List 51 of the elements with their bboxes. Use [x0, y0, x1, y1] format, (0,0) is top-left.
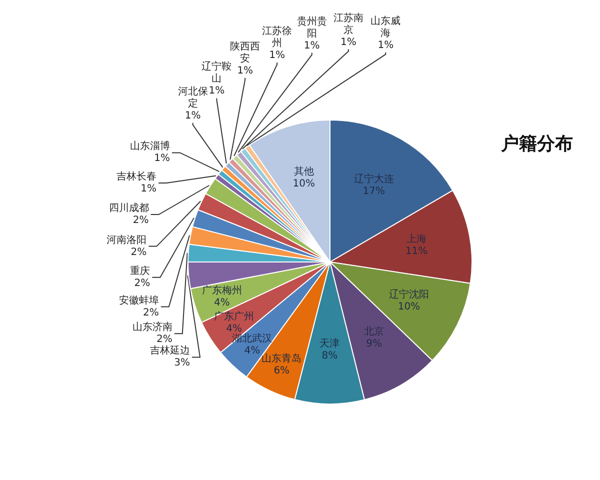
slice-label: 广东广州	[214, 310, 254, 322]
slice-label: 山东青岛	[262, 352, 302, 364]
data-label: 2%	[143, 307, 159, 318]
data-label: 10%	[398, 301, 420, 312]
slice-label: 吉林长春	[116, 170, 157, 182]
slice-label: 湖北武汉	[232, 332, 272, 344]
data-label: 10%	[292, 178, 315, 190]
data-label: 2%	[132, 215, 149, 226]
slice-label: 北京	[364, 326, 384, 338]
slice-label: 河南洛阳	[106, 234, 147, 246]
data-label: 1%	[378, 40, 394, 51]
data-label: 4%	[244, 345, 260, 356]
slice-label: 广东梅州	[202, 284, 242, 297]
data-label: 2%	[130, 246, 147, 258]
data-label: 2%	[134, 278, 150, 289]
data-label: 4%	[226, 323, 242, 334]
data-label: 1%	[304, 40, 320, 52]
text: 户籍分布	[500, 134, 573, 154]
slice-label: 江苏徐州	[262, 24, 292, 49]
data-label: 8%	[322, 350, 338, 362]
data-label: 6%	[274, 365, 290, 376]
slice-label: 安徽蚌埠	[118, 294, 159, 306]
data-label: 1%	[140, 183, 157, 194]
data-label: 1%	[154, 153, 170, 164]
slice-label: 其他	[294, 165, 314, 178]
slice-label: 天津	[320, 338, 340, 350]
slice-label: 辽宁沈阳	[388, 288, 429, 300]
slice-label: 上海	[406, 233, 426, 246]
data-label: 1%	[237, 65, 253, 76]
slice-label: 贵州贵阳	[296, 15, 327, 40]
data-label: 11%	[405, 246, 428, 258]
data-label: 4%	[214, 298, 230, 309]
slice-label: 山东济南	[132, 321, 172, 334]
slice-label: 陕西西安	[230, 40, 260, 64]
slice-label: 江苏南京	[333, 12, 364, 36]
slice-label: 山东威海	[370, 14, 401, 39]
data-label: 1%	[269, 50, 286, 61]
slice-label: 辽宁大连	[354, 173, 394, 186]
slice-label: 山东淄博	[130, 140, 170, 152]
slice-label: 四川成都	[108, 202, 149, 214]
data-label: 17%	[362, 186, 385, 198]
data-label: 1%	[184, 110, 201, 122]
data-label: 2%	[156, 334, 172, 346]
slice-label: 辽宁鞍山	[202, 60, 232, 85]
slice-label: 重庆	[130, 264, 150, 277]
data-label: 3%	[174, 358, 190, 369]
data-label: 1%	[208, 86, 225, 97]
data-label: 9%	[366, 338, 382, 350]
data-label: 1%	[340, 36, 356, 48]
slice-label: 吉林延边	[150, 344, 190, 357]
slice-label: 河北保定	[178, 85, 208, 110]
